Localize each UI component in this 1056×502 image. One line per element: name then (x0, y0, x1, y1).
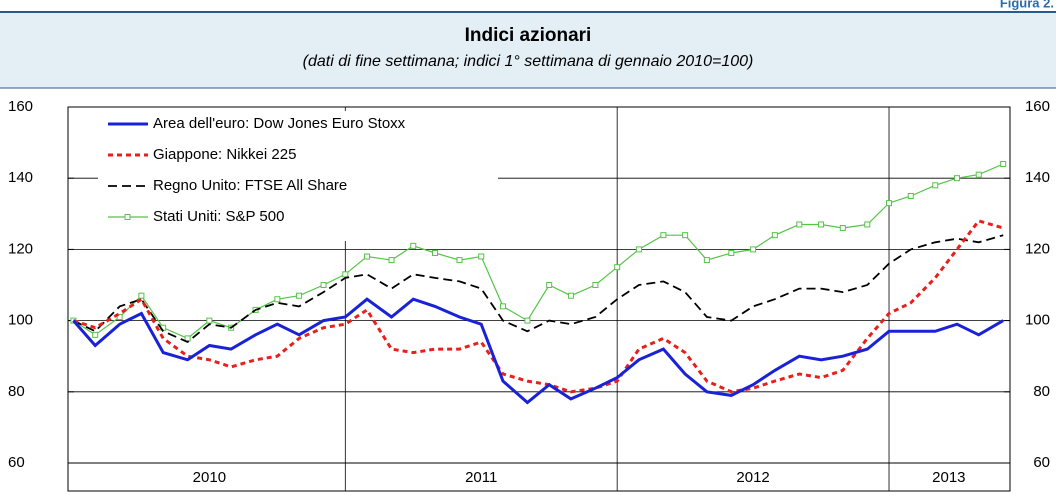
series-line (73, 163, 1004, 340)
y-tick-label: 140 (8, 169, 33, 186)
y2-tick-label: 140 (1025, 169, 1050, 186)
y2-tick-label: 80 (1033, 383, 1050, 400)
series-marker (388, 257, 395, 264)
series-marker (975, 171, 982, 178)
series-marker (206, 317, 213, 324)
series-marker (524, 317, 531, 324)
series-line (72, 297, 1004, 405)
y-tick-label: 120 (8, 240, 33, 257)
series-marker (728, 249, 735, 256)
series-marker (274, 296, 281, 303)
series-marker (635, 246, 642, 253)
y-tick-label: 160 (8, 98, 33, 115)
y-tick-label: 80 (8, 383, 25, 400)
series-marker (1000, 160, 1007, 167)
series-marker (660, 232, 667, 239)
series-marker (342, 271, 349, 278)
series-marker (499, 303, 506, 310)
title-band (0, 12, 1056, 88)
figure-label: Figura 2. (1000, 0, 1054, 10)
series-marker (818, 221, 825, 228)
series-marker (296, 292, 303, 299)
series-marker (839, 225, 846, 232)
y2-tick-label: 160 (1025, 98, 1050, 115)
series-marker (864, 221, 871, 228)
x-tick-label: 2010 (193, 469, 226, 486)
legend-label: Regno Unito: FTSE All Share (153, 177, 347, 194)
series-marker (478, 253, 485, 260)
series-marker (546, 282, 553, 288)
series-marker (750, 246, 757, 253)
series-marker (907, 193, 914, 199)
x-tick-label: 2013 (932, 469, 965, 486)
series-marker (456, 257, 463, 264)
series-marker (116, 314, 123, 321)
series-marker (796, 221, 803, 228)
series-line (73, 234, 1004, 344)
legend-label: Area dell'euro: Dow Jones Euro Stoxx (153, 115, 406, 132)
series-marker (92, 331, 99, 338)
series-line (72, 219, 1004, 394)
chart-subtitle: (dati di fine settimana; indici 1° setti… (303, 53, 754, 70)
series-marker (614, 264, 621, 271)
y2-tick-label: 60 (1033, 454, 1050, 471)
series-marker (592, 282, 599, 288)
series-marker (932, 182, 939, 189)
series-marker (703, 257, 710, 264)
legend-label: Stati Uniti: S&P 500 (153, 208, 284, 225)
series-marker (138, 292, 145, 299)
series-marker (410, 242, 417, 249)
x-tick-label: 2012 (736, 469, 769, 486)
legend-label: Giappone: Nikkei 225 (153, 146, 296, 163)
x-tick-label: 2011 (465, 469, 497, 486)
series-marker (953, 175, 960, 182)
series-marker (771, 232, 778, 239)
legend-marker (124, 214, 131, 220)
y2-tick-label: 100 (1025, 312, 1050, 329)
series-marker (886, 200, 893, 207)
series-marker (184, 335, 191, 342)
series-marker (567, 292, 574, 299)
legend-bg (98, 111, 498, 241)
y-tick-label: 60 (8, 454, 25, 471)
series-marker (432, 249, 439, 256)
series-marker (364, 253, 371, 260)
series-marker (320, 282, 327, 288)
chart-title: Indici azionari (465, 25, 592, 46)
y-tick-label: 100 (8, 312, 33, 329)
y2-tick-label: 120 (1025, 240, 1050, 257)
series-marker (682, 232, 689, 239)
x-axis-band (67, 462, 1011, 492)
